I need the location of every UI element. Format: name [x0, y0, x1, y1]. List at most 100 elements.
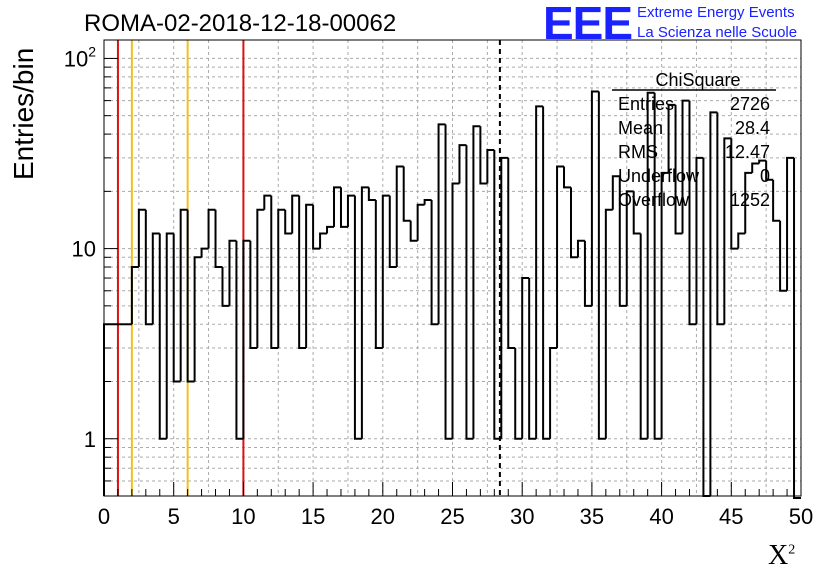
histogram-bin [646, 91, 655, 439]
histogram-bin [493, 149, 502, 440]
y-axis-label: Entries/bin [8, 47, 39, 180]
histogram-bin [500, 156, 509, 439]
histogram-bin [583, 240, 592, 307]
histogram-bin [367, 187, 376, 202]
x-tick-label: 25 [440, 504, 464, 529]
chart-title: ROMA-02-2018-12-18-00062 [84, 10, 397, 37]
histogram-bin [681, 99, 690, 234]
histogram-bin [458, 144, 467, 184]
histogram-bin [758, 159, 767, 164]
histogram-bin [339, 187, 348, 228]
histogram-bin [528, 278, 537, 440]
histogram-bin [772, 179, 781, 222]
histogram-bin [437, 123, 446, 325]
stats-label: RMS [618, 142, 658, 162]
histogram-bin [730, 138, 739, 250]
x-tick-label: 10 [231, 504, 255, 529]
histogram-bin [737, 232, 746, 249]
histogram-bin [319, 232, 328, 249]
histogram-bin [542, 106, 551, 440]
histogram-bin [193, 256, 202, 382]
histogram-bin [395, 165, 404, 268]
histogram-bin [507, 157, 516, 350]
logo-line-2: La Scienza nelle Scuole [637, 24, 798, 41]
histogram-bin [256, 208, 265, 349]
histogram-bin [702, 157, 711, 497]
histogram-bin [765, 160, 774, 181]
logo-line-1: Extreme Energy Events [637, 4, 795, 21]
histogram-bin [625, 190, 634, 306]
histogram-bin [723, 137, 732, 325]
y-tick-label: 102 [64, 43, 96, 71]
histogram-bin [632, 191, 641, 235]
histogram-bin [430, 200, 439, 326]
x-tick-label: 0 [98, 504, 110, 529]
x-axis-label-sup: 2 [788, 542, 796, 558]
histogram-bin [667, 103, 676, 173]
histogram-bin [326, 225, 335, 234]
histogram-bin [381, 194, 390, 349]
histogram-bin [639, 233, 648, 440]
histogram-bin [284, 209, 293, 235]
stats-value: 28.4 [735, 118, 770, 138]
histogram-bin [472, 125, 481, 439]
histogram-bin [179, 208, 188, 382]
histogram-bin [597, 91, 606, 440]
histogram-bin [291, 194, 300, 234]
x-tick-label: 35 [580, 504, 604, 529]
stats-label: Overflow [618, 190, 690, 210]
stats-title: ChiSquare [655, 70, 740, 90]
histogram-bin [786, 156, 795, 291]
histogram-bin [514, 348, 523, 440]
histogram-bin [360, 186, 369, 439]
stats-value: 2726 [730, 94, 770, 114]
histogram-bin [242, 239, 251, 439]
histogram-bin [137, 208, 146, 268]
histogram-bin [277, 208, 286, 349]
histogram-bin [563, 166, 571, 189]
histogram-bin [402, 166, 411, 222]
stats-value: 12.47 [725, 142, 770, 162]
histogram-bin [298, 195, 307, 350]
histogram-bin [674, 104, 683, 235]
histogram-bin [353, 195, 362, 440]
histogram-bin [618, 176, 627, 307]
x-tick-label: 40 [649, 504, 673, 529]
histogram-bin [221, 267, 230, 307]
histogram-bin [409, 220, 418, 242]
histogram-bin [200, 247, 209, 258]
histogram-bin [793, 157, 801, 499]
histogram-bin [151, 232, 160, 325]
histogram-bin [144, 209, 153, 326]
histogram-bin [186, 209, 195, 383]
x-tick-label: 20 [371, 504, 395, 529]
stats-label: Underflow [618, 166, 700, 186]
histogram-bin [312, 204, 321, 250]
stats-label: Entries [618, 94, 674, 114]
y-tick-label: 10 [72, 237, 96, 262]
histogram-bin [569, 187, 578, 259]
histogram-bin [444, 124, 453, 440]
histogram-bin [207, 208, 216, 249]
histogram-bin [653, 92, 662, 440]
stats-value: 0 [760, 166, 770, 186]
histogram-bin [388, 195, 397, 269]
x-tick-label: 30 [510, 504, 534, 529]
histogram-bin [521, 277, 530, 439]
stats-label: Mean [618, 118, 663, 138]
histogram-bin [486, 148, 495, 184]
histogram-bin [249, 240, 258, 350]
histogram-bin [535, 105, 544, 439]
histogram-bin [695, 156, 704, 325]
histogram-bin [130, 266, 139, 325]
histogram-bin [423, 199, 432, 205]
histogram-bin [479, 126, 488, 185]
x-tick-label: 15 [301, 504, 325, 529]
histogram-bin [228, 239, 237, 306]
histogram-bin [158, 233, 167, 440]
histogram-bin [416, 203, 425, 241]
histogram-bin [590, 90, 599, 306]
histogram-bin [779, 220, 788, 292]
x-axis-label: X2 [768, 540, 795, 572]
histogram-bin [716, 112, 725, 326]
